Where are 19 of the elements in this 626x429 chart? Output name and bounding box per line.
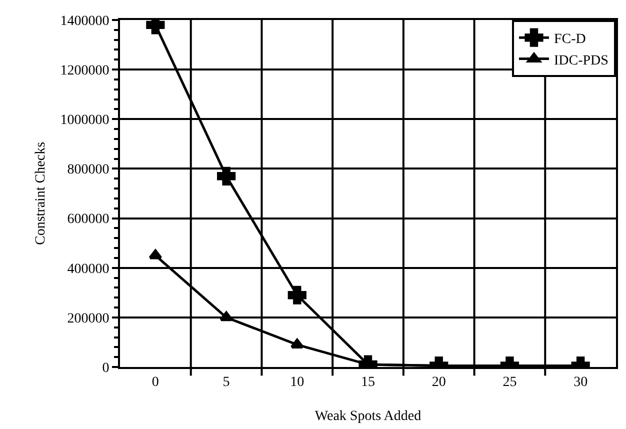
x-tick-label: 15	[361, 374, 375, 390]
y-tick-label: 200000	[67, 311, 110, 326]
x-tick-label: 0	[152, 374, 159, 390]
y-tick-label: 1000000	[60, 113, 110, 128]
y-tick-label: 600000	[67, 212, 110, 228]
y-tick-label: 400000	[67, 262, 110, 277]
legend-label: IDC-PDS	[554, 53, 608, 68]
x-tick-label: 25	[502, 374, 517, 390]
y-tick-label: 1400000	[60, 14, 110, 29]
y-tick-label: 0	[102, 360, 110, 376]
x-tick-label: 5	[222, 374, 230, 390]
x-tick-label: 10	[290, 374, 304, 390]
y-axis-title: Constraint Checks	[33, 142, 48, 246]
y-tick-label: 800000	[67, 162, 110, 178]
x-tick-label: 20	[432, 374, 446, 390]
legend-label: FC-D	[554, 32, 586, 48]
x-tick-label: 30	[574, 374, 588, 390]
y-tick-label: 1200000	[60, 63, 110, 78]
x-axis-title: Weak Spots Added	[314, 409, 422, 424]
